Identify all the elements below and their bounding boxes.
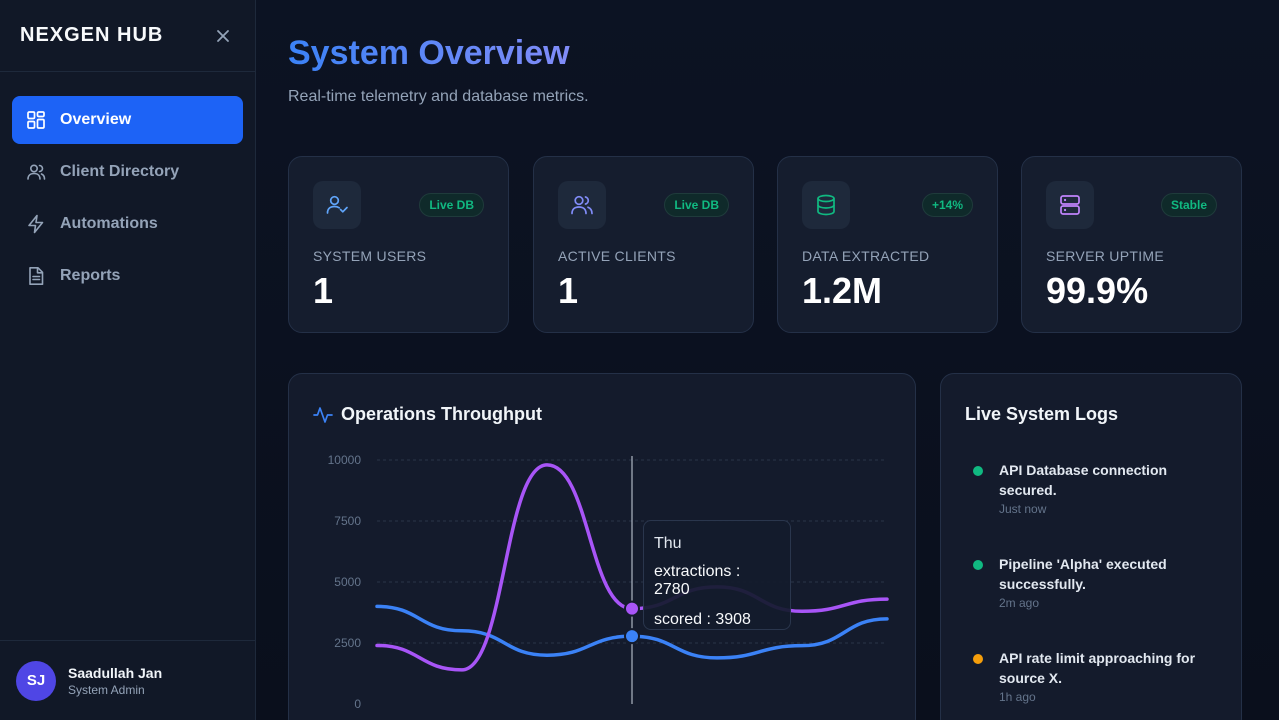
profile-text: Saadullah Jan System Admin bbox=[68, 665, 162, 697]
database-icon bbox=[802, 181, 850, 229]
stat-value: 99.9% bbox=[1046, 270, 1149, 311]
throughput-chart[interactable]: 0 2500 5000 7500 10000 bbox=[289, 374, 916, 720]
page-title: System Overview bbox=[288, 34, 570, 72]
sidebar-item-overview[interactable]: Overview bbox=[12, 96, 243, 144]
page-subtitle: Real-time telemetry and database metrics… bbox=[288, 88, 589, 105]
sidebar: NEXGEN HUB Overview Client Directory Aut… bbox=[0, 0, 256, 720]
status-dot bbox=[973, 654, 983, 664]
log-time: 2m ago bbox=[999, 596, 1040, 610]
user-profile[interactable]: SJ Saadullah Jan System Admin bbox=[0, 640, 255, 720]
log-text: API Database connection secured. bbox=[999, 462, 1168, 498]
log-item: API rate limit approaching for source X.… bbox=[965, 648, 1225, 718]
log-text: API rate limit approaching for source X. bbox=[999, 650, 1196, 686]
throughput-title: Operations Throughput bbox=[313, 404, 542, 425]
avatar: SJ bbox=[16, 660, 56, 701]
profile-role: System Admin bbox=[68, 682, 145, 697]
sidebar-nav: Overview Client Directory Automations Re… bbox=[0, 72, 255, 328]
server-icon bbox=[1046, 181, 1094, 229]
close-sidebar-button[interactable] bbox=[213, 26, 233, 46]
user-check-icon bbox=[313, 181, 361, 229]
brand-header: NEXGEN HUB bbox=[0, 0, 255, 72]
active-point-scored bbox=[624, 600, 640, 617]
stat-label: ACTIVE CLIENTS bbox=[558, 248, 676, 264]
stat-label: SERVER UPTIME bbox=[1046, 248, 1164, 264]
log-time: Just now bbox=[999, 502, 1047, 516]
stat-card-data-extracted: +14% DATA EXTRACTED 1.2M bbox=[777, 156, 998, 333]
tooltip-day: Thu bbox=[654, 535, 682, 552]
tooltip-scored: scored : 3908 bbox=[654, 611, 751, 628]
stat-card-system-users: Live DB SYSTEM USERS 1 bbox=[288, 156, 509, 333]
status-badge: Live DB bbox=[419, 193, 484, 217]
stat-card-server-uptime: Stable SERVER UPTIME 99.9% bbox=[1021, 156, 1242, 333]
status-dot bbox=[973, 466, 983, 476]
stat-label: DATA EXTRACTED bbox=[802, 248, 930, 264]
sidebar-item-label: Overview bbox=[60, 111, 132, 128]
tooltip-extractions: extractions : 2780 bbox=[654, 563, 741, 598]
document-icon bbox=[24, 264, 48, 288]
users-icon bbox=[558, 181, 606, 229]
log-time: 1h ago bbox=[999, 690, 1036, 704]
sidebar-item-label: Automations bbox=[60, 215, 158, 232]
panel-title-text: Operations Throughput bbox=[341, 404, 542, 424]
stat-label: SYSTEM USERS bbox=[313, 248, 427, 264]
activity-icon bbox=[313, 406, 333, 423]
sidebar-item-client-directory[interactable]: Client Directory bbox=[12, 148, 243, 196]
users-icon bbox=[24, 160, 48, 184]
stat-value: 1 bbox=[313, 270, 334, 311]
sidebar-item-label: Client Directory bbox=[60, 163, 180, 180]
status-badge: +14% bbox=[921, 193, 973, 217]
sidebar-item-reports[interactable]: Reports bbox=[12, 252, 243, 300]
stat-value: 1 bbox=[558, 270, 579, 311]
status-badge: Live DB bbox=[664, 193, 729, 217]
log-text: Pipeline 'Alpha' executed successfully. bbox=[999, 556, 1167, 592]
y-tick-label: 5000 bbox=[334, 575, 361, 589]
log-item: API Database connection secured. Just no… bbox=[965, 460, 1225, 530]
y-tick-label: 2500 bbox=[334, 636, 361, 650]
log-item: Pipeline 'Alpha' executed successfully. … bbox=[965, 554, 1225, 624]
y-tick-label: 10000 bbox=[328, 453, 362, 467]
grid-icon bbox=[24, 108, 48, 132]
logs-panel: Live System Logs API Database connection… bbox=[940, 373, 1242, 720]
main-content: System Overview Real-time telemetry and … bbox=[256, 0, 1279, 720]
throughput-panel: Operations Throughput 0 2500 5000 7500 10000… bbox=[288, 373, 916, 720]
status-badge: Stable bbox=[1160, 193, 1217, 217]
status-dot bbox=[973, 560, 983, 570]
sidebar-item-automations[interactable]: Automations bbox=[12, 200, 243, 248]
logs-title: Live System Logs bbox=[965, 404, 1119, 424]
sidebar-item-label: Reports bbox=[60, 267, 121, 284]
y-tick-label: 0 bbox=[354, 697, 361, 711]
chart-tooltip: Thu extractions : 2780 scored : 3908 bbox=[643, 520, 791, 630]
brand-title: NEXGEN HUB bbox=[20, 24, 164, 46]
active-point-extractions bbox=[624, 628, 640, 645]
y-tick-label: 7500 bbox=[334, 514, 361, 528]
close-icon bbox=[217, 29, 229, 42]
stat-value: 1.2M bbox=[802, 270, 883, 311]
lightning-icon bbox=[24, 212, 48, 236]
profile-name: Saadullah Jan bbox=[68, 664, 163, 681]
stat-card-active-clients: Live DB ACTIVE CLIENTS 1 bbox=[533, 156, 754, 333]
